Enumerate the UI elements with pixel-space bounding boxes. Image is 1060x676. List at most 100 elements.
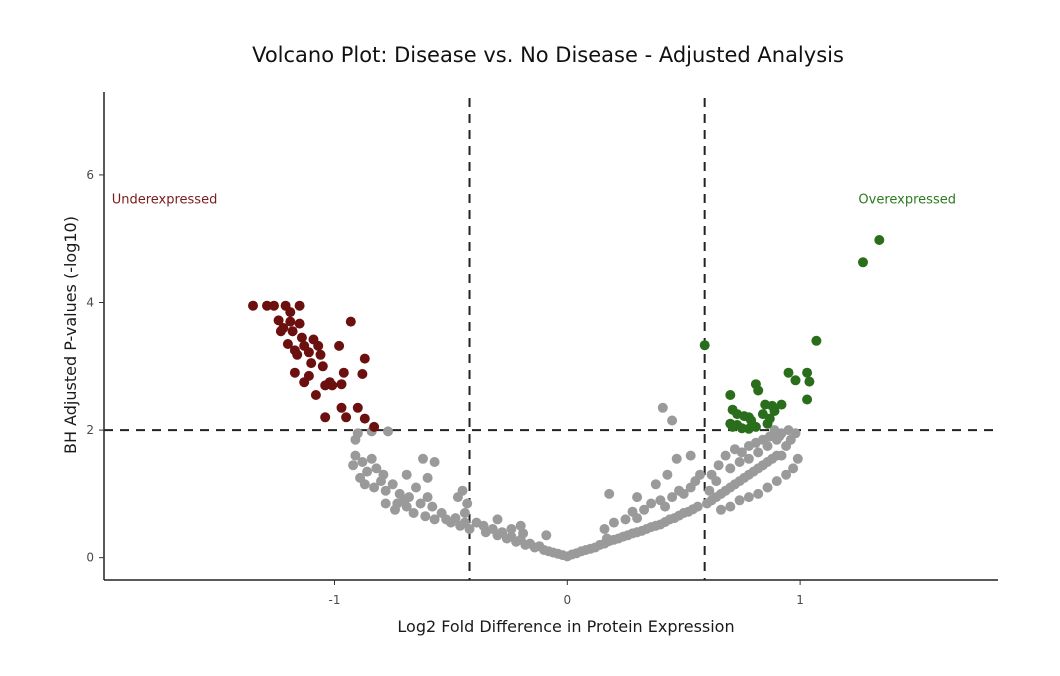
data-point-not-significant [408, 508, 419, 518]
data-point-overexpressed [811, 335, 822, 346]
data-point-underexpressed [289, 367, 300, 378]
data-point-not-significant [639, 504, 650, 515]
data-point-not-significant [383, 426, 393, 437]
data-points [248, 235, 885, 562]
data-point-not-significant [411, 482, 421, 493]
data-point-not-significant [401, 469, 412, 480]
x-axis-label: Log2 Fold Difference in Protein Expressi… [397, 617, 734, 636]
data-point-not-significant [662, 469, 673, 480]
data-point-not-significant [788, 463, 799, 474]
data-point-not-significant [415, 498, 426, 509]
data-point-overexpressed [858, 257, 868, 268]
data-point-underexpressed [334, 340, 345, 351]
data-point-underexpressed [310, 390, 321, 400]
data-point-not-significant [350, 450, 361, 461]
data-point-overexpressed [802, 394, 813, 405]
chart-title: Volcano Plot: Disease vs. No Disease - A… [252, 43, 844, 67]
data-point-not-significant [362, 466, 373, 477]
data-point-not-significant [620, 514, 631, 525]
data-point-not-significant [369, 482, 380, 493]
y-axis-label: BH Adjusted P-values (-log10) [61, 216, 80, 454]
data-point-not-significant [781, 469, 792, 480]
data-point-underexpressed [369, 421, 380, 432]
annotation-overexpressed: Overexpressed [858, 193, 956, 208]
data-point-overexpressed [699, 340, 710, 351]
data-point-underexpressed [282, 339, 293, 349]
data-point-not-significant [753, 447, 764, 458]
data-point-underexpressed [336, 379, 347, 390]
data-point-not-significant [422, 472, 433, 483]
data-point-overexpressed [725, 418, 736, 429]
data-point-underexpressed [336, 402, 347, 413]
data-point-underexpressed [287, 326, 298, 337]
data-point-overexpressed [769, 406, 780, 416]
data-point-underexpressed [338, 367, 349, 378]
data-point-underexpressed [299, 377, 310, 388]
data-point-underexpressed [294, 318, 305, 329]
data-point-not-significant [771, 476, 782, 487]
data-point-underexpressed [345, 316, 356, 327]
data-point-underexpressed [269, 300, 279, 311]
data-point-not-significant [422, 492, 433, 503]
y-tick-label: 4 [86, 296, 94, 310]
data-point-underexpressed [313, 340, 324, 351]
data-point-not-significant [678, 488, 689, 499]
data-point-not-significant [667, 492, 678, 503]
data-point-underexpressed [275, 326, 286, 337]
data-point-not-significant [743, 453, 754, 464]
data-point-not-significant [376, 476, 386, 487]
data-point-underexpressed [320, 380, 331, 391]
data-point-not-significant [736, 447, 747, 458]
y-tick-label: 6 [86, 168, 94, 182]
data-point-overexpressed [874, 235, 885, 245]
data-point-not-significant [660, 501, 671, 512]
data-point-not-significant [725, 501, 736, 512]
annotation-underexpressed: Underexpressed [112, 193, 218, 208]
data-point-not-significant [753, 488, 764, 499]
data-point-not-significant [704, 485, 715, 496]
data-point-not-significant [774, 431, 785, 442]
data-point-not-significant [380, 498, 391, 509]
data-point-overexpressed [804, 376, 815, 387]
data-point-underexpressed [294, 300, 305, 311]
y-ticks: 0 2 4 6 [86, 168, 104, 565]
data-point-underexpressed [357, 369, 368, 379]
data-point-not-significant [650, 479, 661, 490]
x-ticks: -1 0 1 [329, 580, 804, 607]
data-point-overexpressed [790, 375, 801, 386]
data-point-not-significant [601, 533, 612, 544]
data-point-not-significant [632, 492, 643, 503]
data-point-underexpressed [273, 315, 284, 326]
data-point-not-significant [459, 508, 470, 518]
data-point-not-significant [541, 530, 552, 541]
data-point-not-significant [685, 450, 696, 461]
data-point-overexpressed [743, 423, 754, 434]
data-point-not-significant [604, 488, 615, 499]
data-point-not-significant [632, 513, 643, 524]
data-point-overexpressed [762, 418, 773, 429]
data-point-not-significant [371, 463, 382, 474]
data-point-not-significant [720, 450, 731, 461]
x-tick-label: 0 [563, 593, 571, 607]
data-point-not-significant [716, 504, 726, 515]
data-point-not-significant [366, 453, 377, 464]
y-tick-label: 0 [86, 551, 94, 565]
data-point-not-significant [646, 498, 657, 509]
data-point-not-significant [492, 514, 503, 525]
data-point-not-significant [387, 479, 398, 490]
data-point-underexpressed [285, 316, 296, 327]
data-point-underexpressed [306, 358, 317, 369]
data-point-underexpressed [262, 300, 272, 311]
data-point-underexpressed [296, 332, 307, 343]
data-point-not-significant [390, 504, 400, 515]
data-point-underexpressed [320, 412, 331, 423]
data-point-not-significant [450, 513, 461, 524]
data-point-not-significant [464, 524, 475, 534]
data-point-not-significant [348, 460, 359, 471]
threshold-lines [104, 98, 998, 580]
data-point-not-significant [401, 501, 412, 512]
data-point-overexpressed [776, 399, 787, 410]
data-point-not-significant [762, 482, 773, 493]
data-point-not-significant [667, 415, 678, 426]
